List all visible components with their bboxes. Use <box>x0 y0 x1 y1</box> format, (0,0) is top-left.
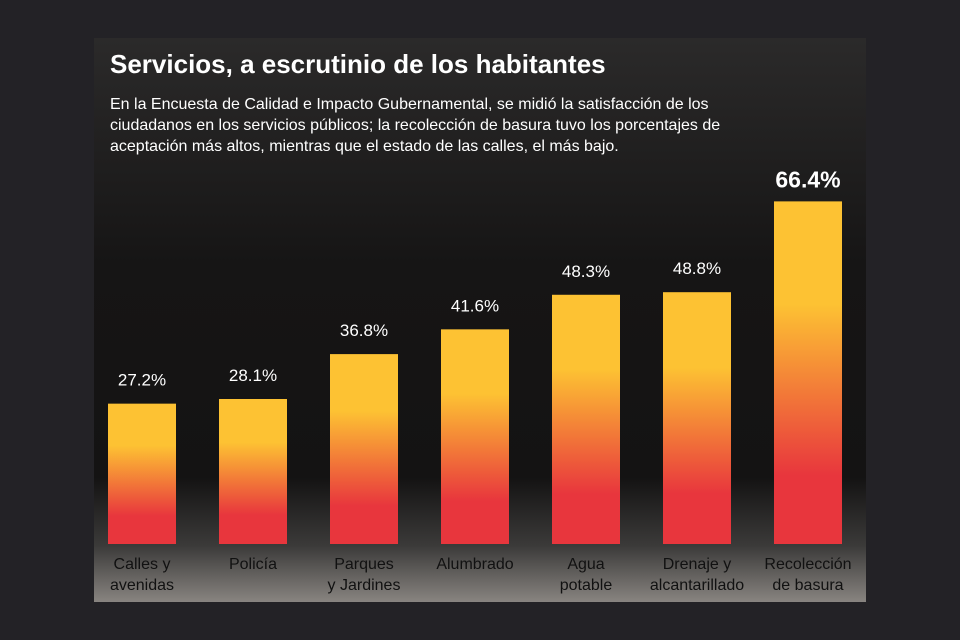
bar-2 <box>219 399 287 544</box>
chart-title: Servicios, a escrutinio de los habitante… <box>110 49 606 79</box>
bar-value-label-5: 48.3% <box>562 262 610 281</box>
bar-value-label-4: 41.6% <box>451 296 499 315</box>
bar-3 <box>330 354 398 544</box>
category-label-line: Agua <box>567 556 605 573</box>
infographic-panel: Servicios, a escrutinio de los habitante… <box>94 38 866 602</box>
category-label-5: Agua potable <box>521 554 651 596</box>
bar-4 <box>441 329 509 544</box>
category-label-line: avenidas <box>109 577 175 594</box>
bar-7 <box>774 201 842 544</box>
category-label-1: Calles y avenidas <box>94 554 207 596</box>
bar-1 <box>108 403 176 544</box>
category-label-3: Parques y Jardines <box>299 554 429 596</box>
category-label-line: Parques <box>334 556 394 573</box>
category-label-line: Alumbrado <box>436 556 514 573</box>
bar-6 <box>663 292 731 544</box>
bar-value-label-3: 36.8% <box>340 321 388 340</box>
bar-chart: 27.2% 28.1% 36.8% 41.6% 48.3% 48.8% 66.4% <box>108 166 842 544</box>
category-label-line: Drenaje y <box>662 556 732 573</box>
category-label-line: Policía <box>228 556 278 573</box>
bar-value-label-6: 48.8% <box>673 259 721 278</box>
bar-value-label-7: 66.4% <box>775 166 840 192</box>
category-label-line: Calles y <box>113 556 171 573</box>
category-label-line: potable <box>559 577 613 594</box>
category-label-line: y Jardines <box>327 577 401 594</box>
category-label-line: alcantarillado <box>649 577 745 594</box>
chart-subtitle: En la Encuesta de Calidad e Impacto Gube… <box>110 96 721 155</box>
category-label-line: de basura <box>772 577 844 594</box>
category-label-2: Policía <box>188 554 318 575</box>
category-label-6: Drenaje y alcantarillado <box>632 554 762 596</box>
bar-5 <box>552 294 620 544</box>
bar-value-label-2: 28.1% <box>229 366 277 385</box>
category-label-line: Recolección <box>764 556 852 573</box>
bar-series: 27.2% 28.1% 36.8% 41.6% 48.3% 48.8% 66.4% <box>108 166 842 544</box>
category-label-4: Alumbrado <box>410 554 540 575</box>
bar-value-label-1: 27.2% <box>118 371 166 390</box>
category-label-7: Recolección de basura <box>743 554 866 596</box>
